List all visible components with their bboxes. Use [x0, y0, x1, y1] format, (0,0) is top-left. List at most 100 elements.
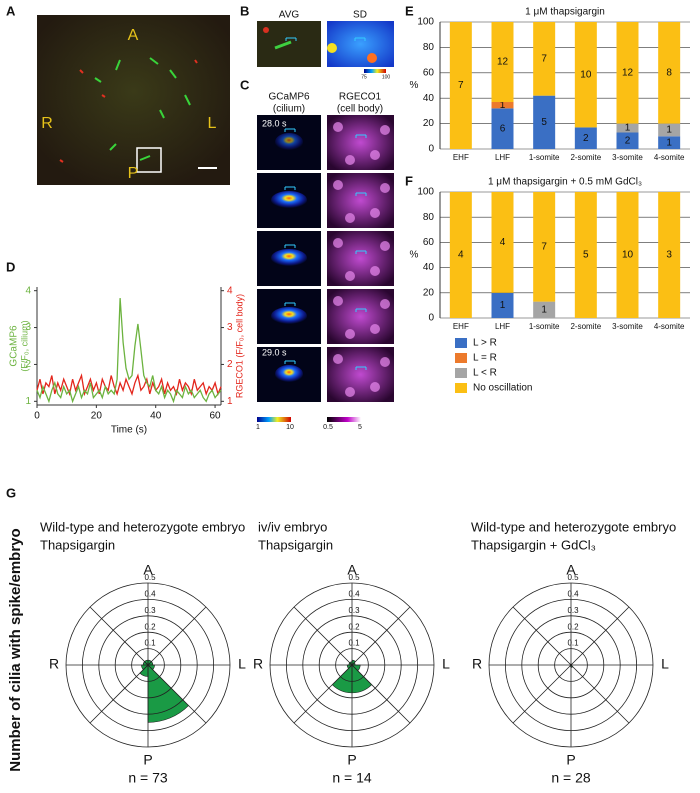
bar-segment: [491, 108, 514, 149]
panel-label: F: [405, 173, 413, 188]
axis-letter: A: [128, 27, 139, 44]
x-tick-label: 4-somite: [654, 322, 685, 331]
x-tick-label: EHF: [453, 153, 469, 162]
panel-labels: A B C D E F G: [6, 3, 414, 500]
column-subtitle: (cell body): [337, 104, 383, 115]
cell-bodies: [59, 59, 198, 163]
y-tick-label: 80: [423, 212, 435, 223]
y2-tick-label: 3: [227, 322, 233, 333]
legend-swatch: [455, 353, 467, 363]
y-tick-label: 100: [417, 17, 434, 28]
r-tick-label: 0.4: [348, 590, 360, 599]
cell: [333, 354, 343, 364]
y-tick-label: 4: [25, 285, 31, 296]
cilium: [274, 40, 292, 50]
legend-label: L > R: [473, 338, 497, 349]
frames: [257, 115, 394, 402]
image-a: A R L P: [37, 15, 230, 185]
cilia: [94, 57, 191, 161]
bracket: [355, 134, 367, 138]
timestamp: 29.0 s: [262, 347, 287, 357]
r-tick-label: 0.1: [144, 639, 156, 648]
count-label: 4: [458, 250, 464, 261]
count-label: 2: [625, 135, 631, 146]
r-tick-label: 0.5: [567, 573, 579, 582]
bracket: [355, 308, 367, 312]
direction-label: P: [143, 752, 152, 768]
r-tick-label: 0.5: [144, 573, 156, 582]
legend-label: L < R: [473, 368, 497, 379]
bracket: [355, 366, 367, 370]
panel-label: E: [405, 3, 414, 18]
x-tick-label: 3-somite: [612, 322, 643, 331]
hotspot: [367, 53, 377, 63]
bracket: [284, 186, 296, 190]
bar-segment: [616, 22, 639, 124]
direction-label: L: [238, 656, 246, 672]
cell: [380, 183, 390, 193]
count-label: 7: [541, 241, 547, 252]
cell: [345, 271, 355, 281]
y-tick-label: 0: [428, 313, 434, 324]
cell: [345, 387, 355, 397]
cell: [380, 241, 390, 251]
cell: [345, 213, 355, 223]
legend-label: L = R: [473, 353, 497, 364]
cell: [345, 155, 355, 165]
chart-title: 1 μM thapsigargin + 0.5 mM GdCl₃: [488, 177, 642, 188]
direction-label: L: [442, 656, 450, 672]
direction-label: R: [472, 656, 482, 672]
bar-segment: [574, 22, 597, 128]
cell: [333, 296, 343, 306]
sample-size: n = 28: [551, 770, 591, 786]
cilium-signal: [271, 307, 307, 325]
spoke: [293, 664, 353, 724]
r-tick-label: 0.1: [348, 639, 360, 648]
y-tick-label: 1: [25, 396, 31, 407]
cilium-signal: [275, 133, 303, 151]
x-axis-label: Time (s): [111, 425, 147, 436]
bracket: [284, 128, 296, 132]
direction-label: A: [347, 562, 357, 578]
spoke: [570, 606, 630, 666]
bracket: [284, 302, 296, 306]
axis-letter: L: [208, 115, 217, 132]
sector: [331, 664, 353, 694]
r-tick-label: 0.2: [348, 622, 360, 631]
image-b: AVG SD 75 100: [257, 10, 394, 80]
y-tick-label: 100: [417, 187, 434, 198]
bar-segment: [658, 22, 681, 124]
image-c: GCaMP6 (cilium) RGECO1 (cell body) 1 10 …: [256, 92, 394, 431]
x-tick-label: 60: [210, 411, 222, 422]
x-tick-label: 1-somite: [529, 322, 560, 331]
cell: [333, 122, 343, 132]
cell: [370, 382, 380, 392]
cell: [370, 208, 380, 218]
bar-segment: [491, 192, 514, 293]
cilium-signal: [271, 249, 307, 267]
y-axis-label: Number of cilia with spike/embryo: [7, 528, 24, 771]
bracket: [354, 37, 366, 41]
cell: [333, 238, 343, 248]
y-axis-label: GCaMP6: [9, 325, 20, 367]
y-tick-label: 40: [423, 262, 435, 273]
sector: [351, 664, 373, 694]
count-label: 7: [541, 53, 547, 64]
column-title: GCaMP6: [268, 92, 310, 103]
spoke: [351, 606, 411, 666]
spoke: [147, 606, 207, 666]
cell: [370, 266, 380, 276]
r-tick-label: 0.4: [144, 590, 156, 599]
y2-axis-label: RGECO1 (F/F₀, cell body): [234, 294, 244, 398]
cell: [370, 150, 380, 160]
y-tick-label: 60: [423, 237, 435, 248]
panel-label: D: [6, 259, 15, 274]
count-label: 1: [500, 300, 506, 311]
series-line: [36, 298, 222, 404]
y2-tick-label: 1: [227, 396, 233, 407]
colorbar: [364, 69, 386, 73]
timestamp: 28.0 s: [262, 118, 287, 128]
direction-label: A: [143, 562, 153, 578]
bracket: [355, 192, 367, 196]
chart-title: Wild-type and heterozygote embryo: [40, 519, 245, 534]
